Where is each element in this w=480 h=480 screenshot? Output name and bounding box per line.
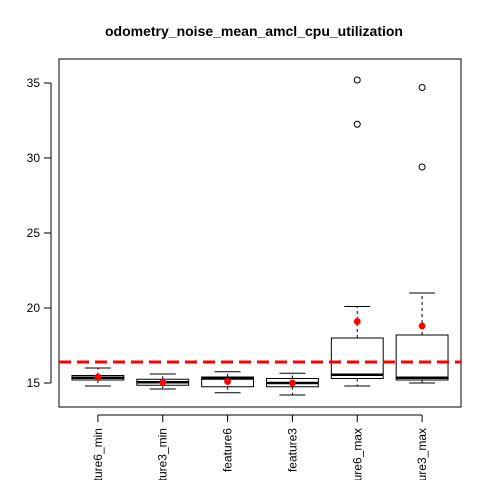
- x-tick-label: feature3: [285, 428, 299, 472]
- x-tick-label: ature6_max: [350, 428, 364, 480]
- x-tick-label: ature3_min: [156, 428, 170, 480]
- mean-point: [354, 318, 360, 324]
- box-iqr: [331, 338, 383, 379]
- mean-point: [160, 379, 166, 385]
- y-tick-label: 15: [27, 376, 41, 390]
- mean-point: [224, 378, 230, 384]
- mean-point: [289, 380, 295, 386]
- y-axis: 15 20 25 30 35: [27, 76, 51, 390]
- y-tick-label: 25: [27, 226, 41, 240]
- x-axis: ature6_min ature3_min feature6 feature3 atur…: [91, 415, 429, 480]
- mean-point: [95, 374, 101, 380]
- outlier-point: [354, 77, 360, 83]
- outlier-point: [419, 164, 425, 170]
- x-tick-label: ature3_max: [415, 428, 429, 480]
- box-feature3: [266, 373, 318, 395]
- chart-title: odometry_noise_mean_amcl_cpu_utilization: [105, 23, 403, 39]
- y-tick-label: 30: [27, 151, 41, 165]
- x-tick-label: ature6_min: [91, 428, 105, 480]
- box-feature6: [202, 372, 254, 393]
- y-tick-label: 35: [27, 76, 41, 90]
- x-tick-label: feature6: [221, 428, 235, 472]
- box-iqr: [396, 335, 448, 380]
- mean-point: [419, 323, 425, 329]
- box-feature6_min: [72, 368, 124, 386]
- box-feature3_min: [137, 374, 189, 389]
- outlier-point: [419, 85, 425, 91]
- box-feature3_max: [396, 85, 448, 384]
- y-tick-label: 20: [27, 301, 41, 315]
- box-feature6_max: [331, 77, 383, 386]
- box-plots: [72, 77, 448, 395]
- outlier-point: [354, 121, 360, 127]
